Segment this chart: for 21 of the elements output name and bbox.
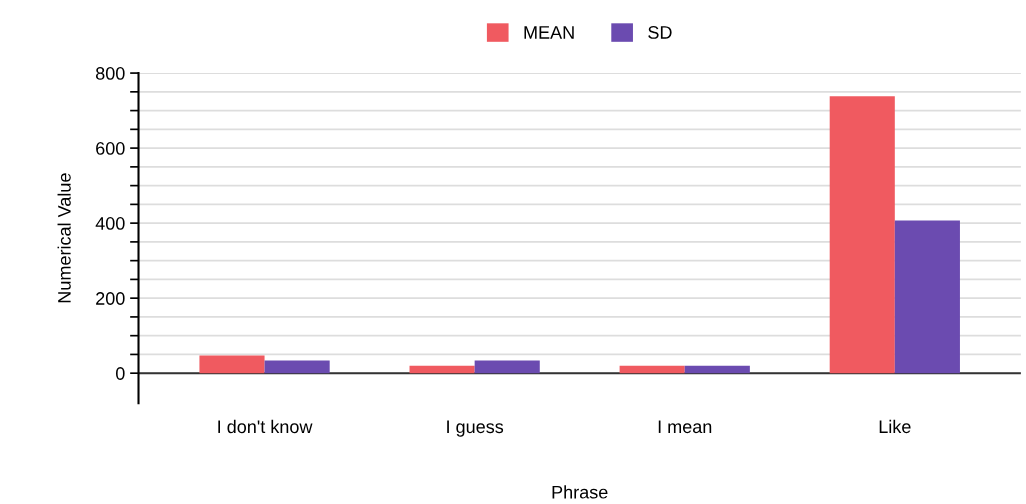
legend-label: MEAN [524,26,574,39]
bar [264,360,330,374]
bar [894,220,960,374]
x-tick-label: I mean [658,420,712,434]
y-tick-label: 400 [95,217,125,230]
legend-label: SD [648,26,672,39]
x-tick-label: Like [879,419,911,434]
y-axis-title: Numerical Value [57,173,71,303]
bar [829,96,895,374]
x-tick-label: I guess [447,420,504,437]
x-tick-label: I don't know [218,419,313,434]
bar [199,355,265,374]
x-axis-title: Phrase [552,485,608,499]
y-tick-label: 200 [96,292,125,305]
bar [409,365,475,374]
bar [619,365,685,374]
bar [474,360,540,374]
y-tick-label: 600 [96,142,125,155]
y-tick-label: 800 [95,67,125,80]
y-tick-label: 0 [115,367,125,380]
bar [684,365,750,374]
